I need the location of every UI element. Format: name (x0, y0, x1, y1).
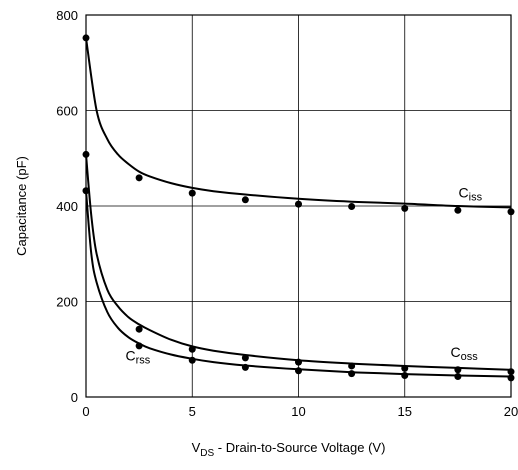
data-point-coss (454, 366, 462, 374)
x-tick-label: 20 (504, 404, 518, 419)
y-tick-label: 400 (56, 199, 78, 214)
data-point-crss (401, 372, 409, 380)
series-label-crss-main: C (126, 347, 136, 363)
y-tick-labels: 0 200 400 600 800 (56, 8, 78, 405)
data-point-ciss (401, 204, 409, 212)
data-point-ciss (241, 196, 249, 204)
series-curves (85, 37, 512, 378)
x-tick-label: 5 (189, 404, 196, 419)
data-point-crss (295, 367, 302, 375)
y-tick-label: 800 (56, 8, 78, 23)
x-axis-label-subscript: DS (200, 448, 214, 459)
data-point-coss (135, 325, 143, 333)
data-point-crss (188, 356, 196, 364)
data-points (82, 34, 515, 382)
series-label-crss: Crss (126, 347, 151, 366)
series-label-ciss: Ciss (459, 184, 483, 203)
x-axis-label-rest: - Drain-to-Source Voltage (V) (214, 440, 385, 455)
data-point-crss (135, 342, 143, 350)
x-axis-label-main: V (192, 440, 201, 455)
data-point-ciss (348, 202, 356, 210)
series-line-ciss (85, 37, 512, 209)
x-axis-label: VDS - Drain-to-Source Voltage (V) (192, 440, 386, 459)
data-point-coss (348, 362, 356, 370)
series-label-coss: Coss (451, 344, 479, 363)
series-label-coss-main: C (451, 344, 461, 360)
plot-frame (85, 14, 512, 398)
data-point-ciss (295, 200, 302, 208)
data-point-coss (295, 358, 302, 366)
data-point-coss (188, 345, 196, 353)
series-line-coss (85, 154, 512, 371)
y-tick-label: 0 (71, 390, 78, 405)
data-point-ciss (454, 206, 462, 214)
x-tick-label: 15 (398, 404, 412, 419)
data-point-ciss (135, 174, 143, 182)
series-label-ciss-main: C (459, 184, 469, 200)
data-point-crss (241, 363, 249, 371)
data-point-crss (454, 372, 462, 380)
y-axis-label: Capacitance (pF) (14, 156, 29, 256)
y-tick-label: 600 (56, 104, 78, 119)
x-tick-label: 0 (82, 404, 89, 419)
data-point-crss (348, 370, 356, 378)
series-label-crss-sub: rss (136, 354, 151, 366)
series-label-ciss-sub: iss (469, 191, 483, 203)
data-point-coss (401, 364, 409, 372)
y-tick-label: 200 (56, 295, 78, 310)
data-point-ciss (188, 189, 196, 197)
series-line-crss (85, 190, 512, 378)
data-point-coss (241, 354, 249, 362)
series-label-coss-sub: oss (461, 351, 479, 363)
x-tick-label: 10 (291, 404, 305, 419)
x-tick-labels: 0 5 10 15 20 (82, 404, 518, 419)
